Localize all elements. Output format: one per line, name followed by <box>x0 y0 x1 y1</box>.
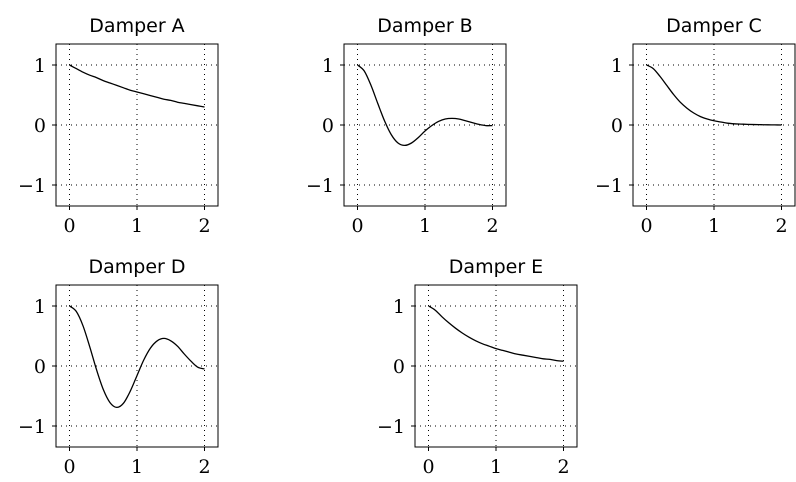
subplot-3: Damper C 0 1 2 −1 0 1 <box>595 15 796 237</box>
subplot-title: Damper C <box>666 15 762 37</box>
x-tick-label: 2 <box>557 456 569 478</box>
series-line <box>69 305 205 409</box>
series-line <box>357 64 493 147</box>
y-tick-label: 1 <box>34 55 46 77</box>
y-tick-label: −1 <box>306 175 334 197</box>
subplot-title: Damper D <box>88 256 185 278</box>
y-tick-label: −1 <box>377 416 405 438</box>
y-tick-label: 0 <box>34 115 46 137</box>
subplot-2: Damper B 0 1 2 −1 0 1 <box>306 15 507 237</box>
x-tick-label: 0 <box>63 456 75 478</box>
x-tick-label: 1 <box>131 215 143 237</box>
y-tick-label: 0 <box>393 356 405 378</box>
y-tick-label: −1 <box>18 416 46 438</box>
y-tick-label: 1 <box>34 296 46 318</box>
subplot-1: Damper A 0 1 2 −1 0 1 <box>18 15 219 237</box>
subplot-5: Damper E 0 1 2 −1 0 1 <box>377 256 578 478</box>
subplot-title: Damper B <box>377 15 472 37</box>
subplot-title: Damper A <box>89 15 184 37</box>
series-line <box>428 305 564 362</box>
x-tick-label: 0 <box>351 215 363 237</box>
subplot-4: Damper D 0 1 2 −1 0 1 <box>18 256 219 478</box>
y-tick-label: 0 <box>611 115 623 137</box>
y-tick-label: 1 <box>393 296 405 318</box>
y-tick-label: 1 <box>611 55 623 77</box>
y-tick-label: −1 <box>595 175 623 197</box>
y-tick-label: 1 <box>322 55 334 77</box>
subplot-title: Damper E <box>449 256 543 278</box>
x-tick-label: 1 <box>131 456 143 478</box>
y-tick-label: −1 <box>18 175 46 197</box>
x-tick-label: 1 <box>419 215 431 237</box>
x-tick-label: 0 <box>640 215 652 237</box>
x-tick-label: 2 <box>198 215 210 237</box>
x-tick-label: 0 <box>63 215 75 237</box>
x-tick-label: 1 <box>490 456 502 478</box>
x-tick-label: 2 <box>486 215 498 237</box>
x-tick-label: 0 <box>422 456 434 478</box>
series-line <box>646 64 782 126</box>
x-tick-label: 2 <box>775 215 787 237</box>
x-tick-label: 2 <box>198 456 210 478</box>
x-tick-label: 1 <box>708 215 720 237</box>
y-tick-label: 0 <box>34 356 46 378</box>
series-line <box>69 64 205 108</box>
y-tick-label: 0 <box>322 115 334 137</box>
